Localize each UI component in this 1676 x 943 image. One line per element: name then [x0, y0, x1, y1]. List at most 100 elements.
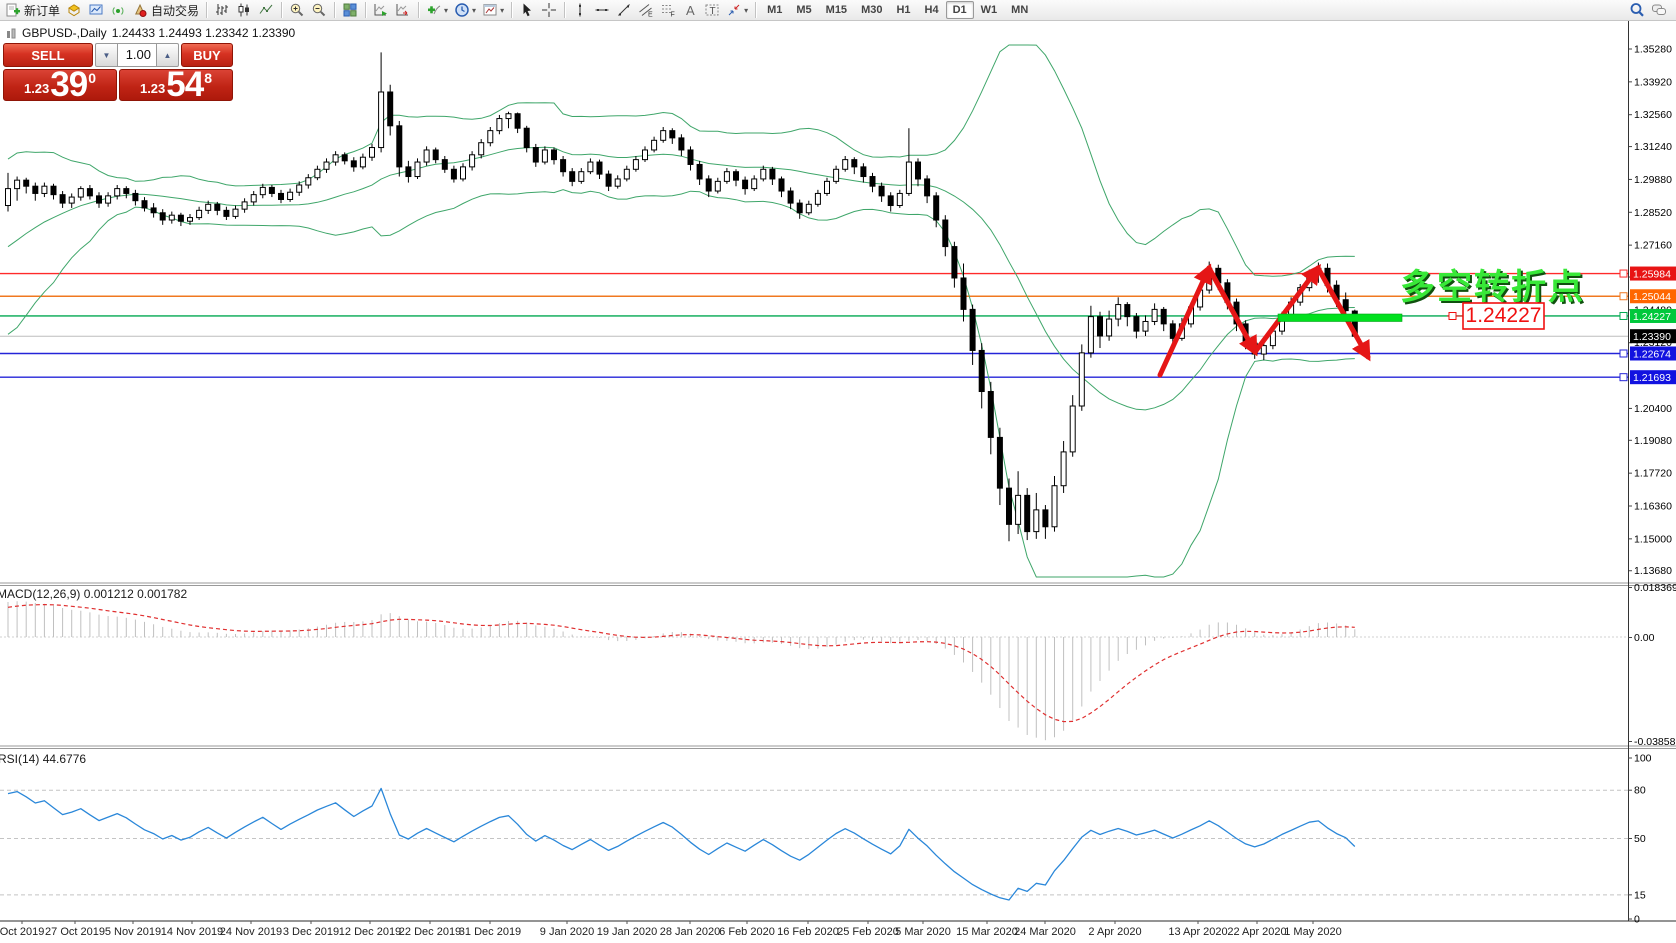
indicators-button[interactable]: ▾ — [423, 1, 451, 20]
charts-profile-button[interactable] — [63, 1, 85, 20]
candle[interactable] — [869, 172, 876, 193]
candle[interactable] — [878, 182, 885, 202]
candle[interactable] — [450, 165, 457, 183]
candle[interactable] — [359, 153, 366, 170]
candle[interactable] — [551, 147, 557, 165]
candle[interactable] — [833, 165, 840, 184]
market-watch-button[interactable] — [85, 1, 107, 20]
candle[interactable] — [205, 200, 212, 214]
candle[interactable] — [769, 166, 776, 185]
timeframe-M30[interactable]: M30 — [861, 4, 883, 16]
chevron-down-icon[interactable]: ▾ — [444, 5, 449, 15]
candle[interactable] — [714, 177, 721, 194]
candle[interactable] — [232, 205, 239, 219]
candle[interactable] — [778, 176, 785, 198]
trend-arrow[interactable] — [1157, 263, 1212, 378]
candle[interactable] — [560, 156, 567, 177]
candle[interactable] — [787, 187, 794, 210]
candle[interactable] — [478, 139, 485, 159]
buy-price-display[interactable]: 1.23 54 8 — [119, 67, 233, 102]
candle[interactable] — [196, 206, 203, 221]
candle[interactable] — [669, 128, 676, 144]
candle[interactable] — [123, 186, 130, 199]
candle[interactable] — [41, 182, 48, 198]
timeframe-M15[interactable]: M15 — [825, 4, 848, 16]
candle[interactable] — [1133, 313, 1140, 339]
candle[interactable] — [469, 151, 476, 171]
sell-button[interactable]: SELL — [3, 43, 93, 67]
candle[interactable] — [105, 192, 112, 207]
candle[interactable] — [915, 158, 921, 187]
candle[interactable] — [487, 127, 494, 147]
timeframe-D1[interactable]: D1 — [945, 1, 974, 19]
candle[interactable] — [623, 165, 630, 182]
timeframe-MN[interactable]: MN — [1011, 4, 1029, 16]
candle[interactable] — [1151, 303, 1158, 326]
turning-point-annotation[interactable]: 多空转折点 — [1400, 268, 1585, 307]
new-order-button[interactable]: 新订单 — [2, 1, 63, 20]
candle[interactable] — [678, 134, 685, 157]
candle[interactable] — [150, 203, 157, 218]
candle[interactable] — [614, 175, 621, 189]
candle[interactable] — [514, 112, 521, 134]
level-handle[interactable] — [1619, 269, 1628, 278]
candle[interactable] — [1078, 344, 1085, 411]
candle[interactable] — [705, 175, 712, 198]
candle[interactable] — [332, 151, 339, 166]
candle[interactable] — [651, 136, 658, 153]
candlestick-chart-button[interactable] — [233, 1, 255, 20]
candle[interactable] — [887, 192, 894, 212]
candle[interactable] — [1160, 306, 1167, 332]
periods-button[interactable]: ▾ — [451, 1, 479, 20]
timeframe-M5[interactable]: M5 — [796, 4, 812, 16]
candle[interactable] — [177, 212, 184, 227]
candle[interactable] — [605, 170, 612, 192]
candle[interactable] — [387, 84, 394, 136]
candle[interactable] — [132, 189, 139, 206]
vertical-line-button[interactable] — [569, 1, 591, 20]
candle[interactable] — [369, 143, 375, 161]
candle[interactable] — [441, 156, 448, 173]
candle[interactable] — [1006, 478, 1012, 542]
candle[interactable] — [1060, 441, 1067, 493]
timeframe-M1[interactable]: M1 — [767, 4, 783, 16]
level-handle[interactable] — [1619, 292, 1628, 301]
chevron-down-icon[interactable]: ▾ — [472, 5, 477, 15]
level-handle[interactable] — [1619, 311, 1628, 320]
candle[interactable] — [114, 184, 121, 200]
candle[interactable] — [278, 189, 284, 204]
candle[interactable] — [314, 165, 321, 181]
candle[interactable] — [842, 156, 849, 172]
candle[interactable] — [214, 201, 221, 216]
sell-price-display[interactable]: 1.23 39 0 — [3, 67, 117, 102]
line-chart-button[interactable] — [255, 1, 277, 20]
candle[interactable] — [596, 159, 603, 179]
candle[interactable] — [696, 160, 703, 185]
fibonacci-button[interactable]: F — [657, 1, 679, 20]
chart-shift-button[interactable] — [392, 1, 414, 20]
candle[interactable] — [742, 176, 749, 195]
timeframe-H1[interactable]: H1 — [896, 4, 911, 16]
candle[interactable] — [505, 111, 512, 129]
candle[interactable] — [905, 128, 912, 196]
level-handle[interactable] — [1619, 373, 1628, 382]
candle[interactable] — [933, 192, 940, 228]
cursor-button[interactable] — [516, 1, 538, 20]
candle[interactable] — [1106, 310, 1113, 341]
bar-chart-button[interactable] — [211, 1, 233, 20]
candle[interactable] — [951, 241, 958, 288]
candle[interactable] — [987, 381, 994, 455]
candle[interactable] — [1069, 395, 1076, 457]
candle[interactable] — [805, 200, 812, 216]
candle[interactable] — [241, 198, 248, 213]
candle[interactable] — [960, 263, 967, 322]
candle[interactable] — [32, 182, 39, 201]
chevron-down-icon[interactable]: ▾ — [500, 5, 505, 15]
candle[interactable] — [405, 160, 412, 183]
candle[interactable] — [305, 174, 312, 189]
horizontal-line-button[interactable] — [591, 1, 613, 20]
candle[interactable] — [523, 125, 530, 153]
buy-button[interactable]: BUY — [181, 43, 233, 67]
auto-trading-button[interactable]: 自动交易 — [129, 1, 202, 20]
candle[interactable] — [587, 158, 594, 175]
